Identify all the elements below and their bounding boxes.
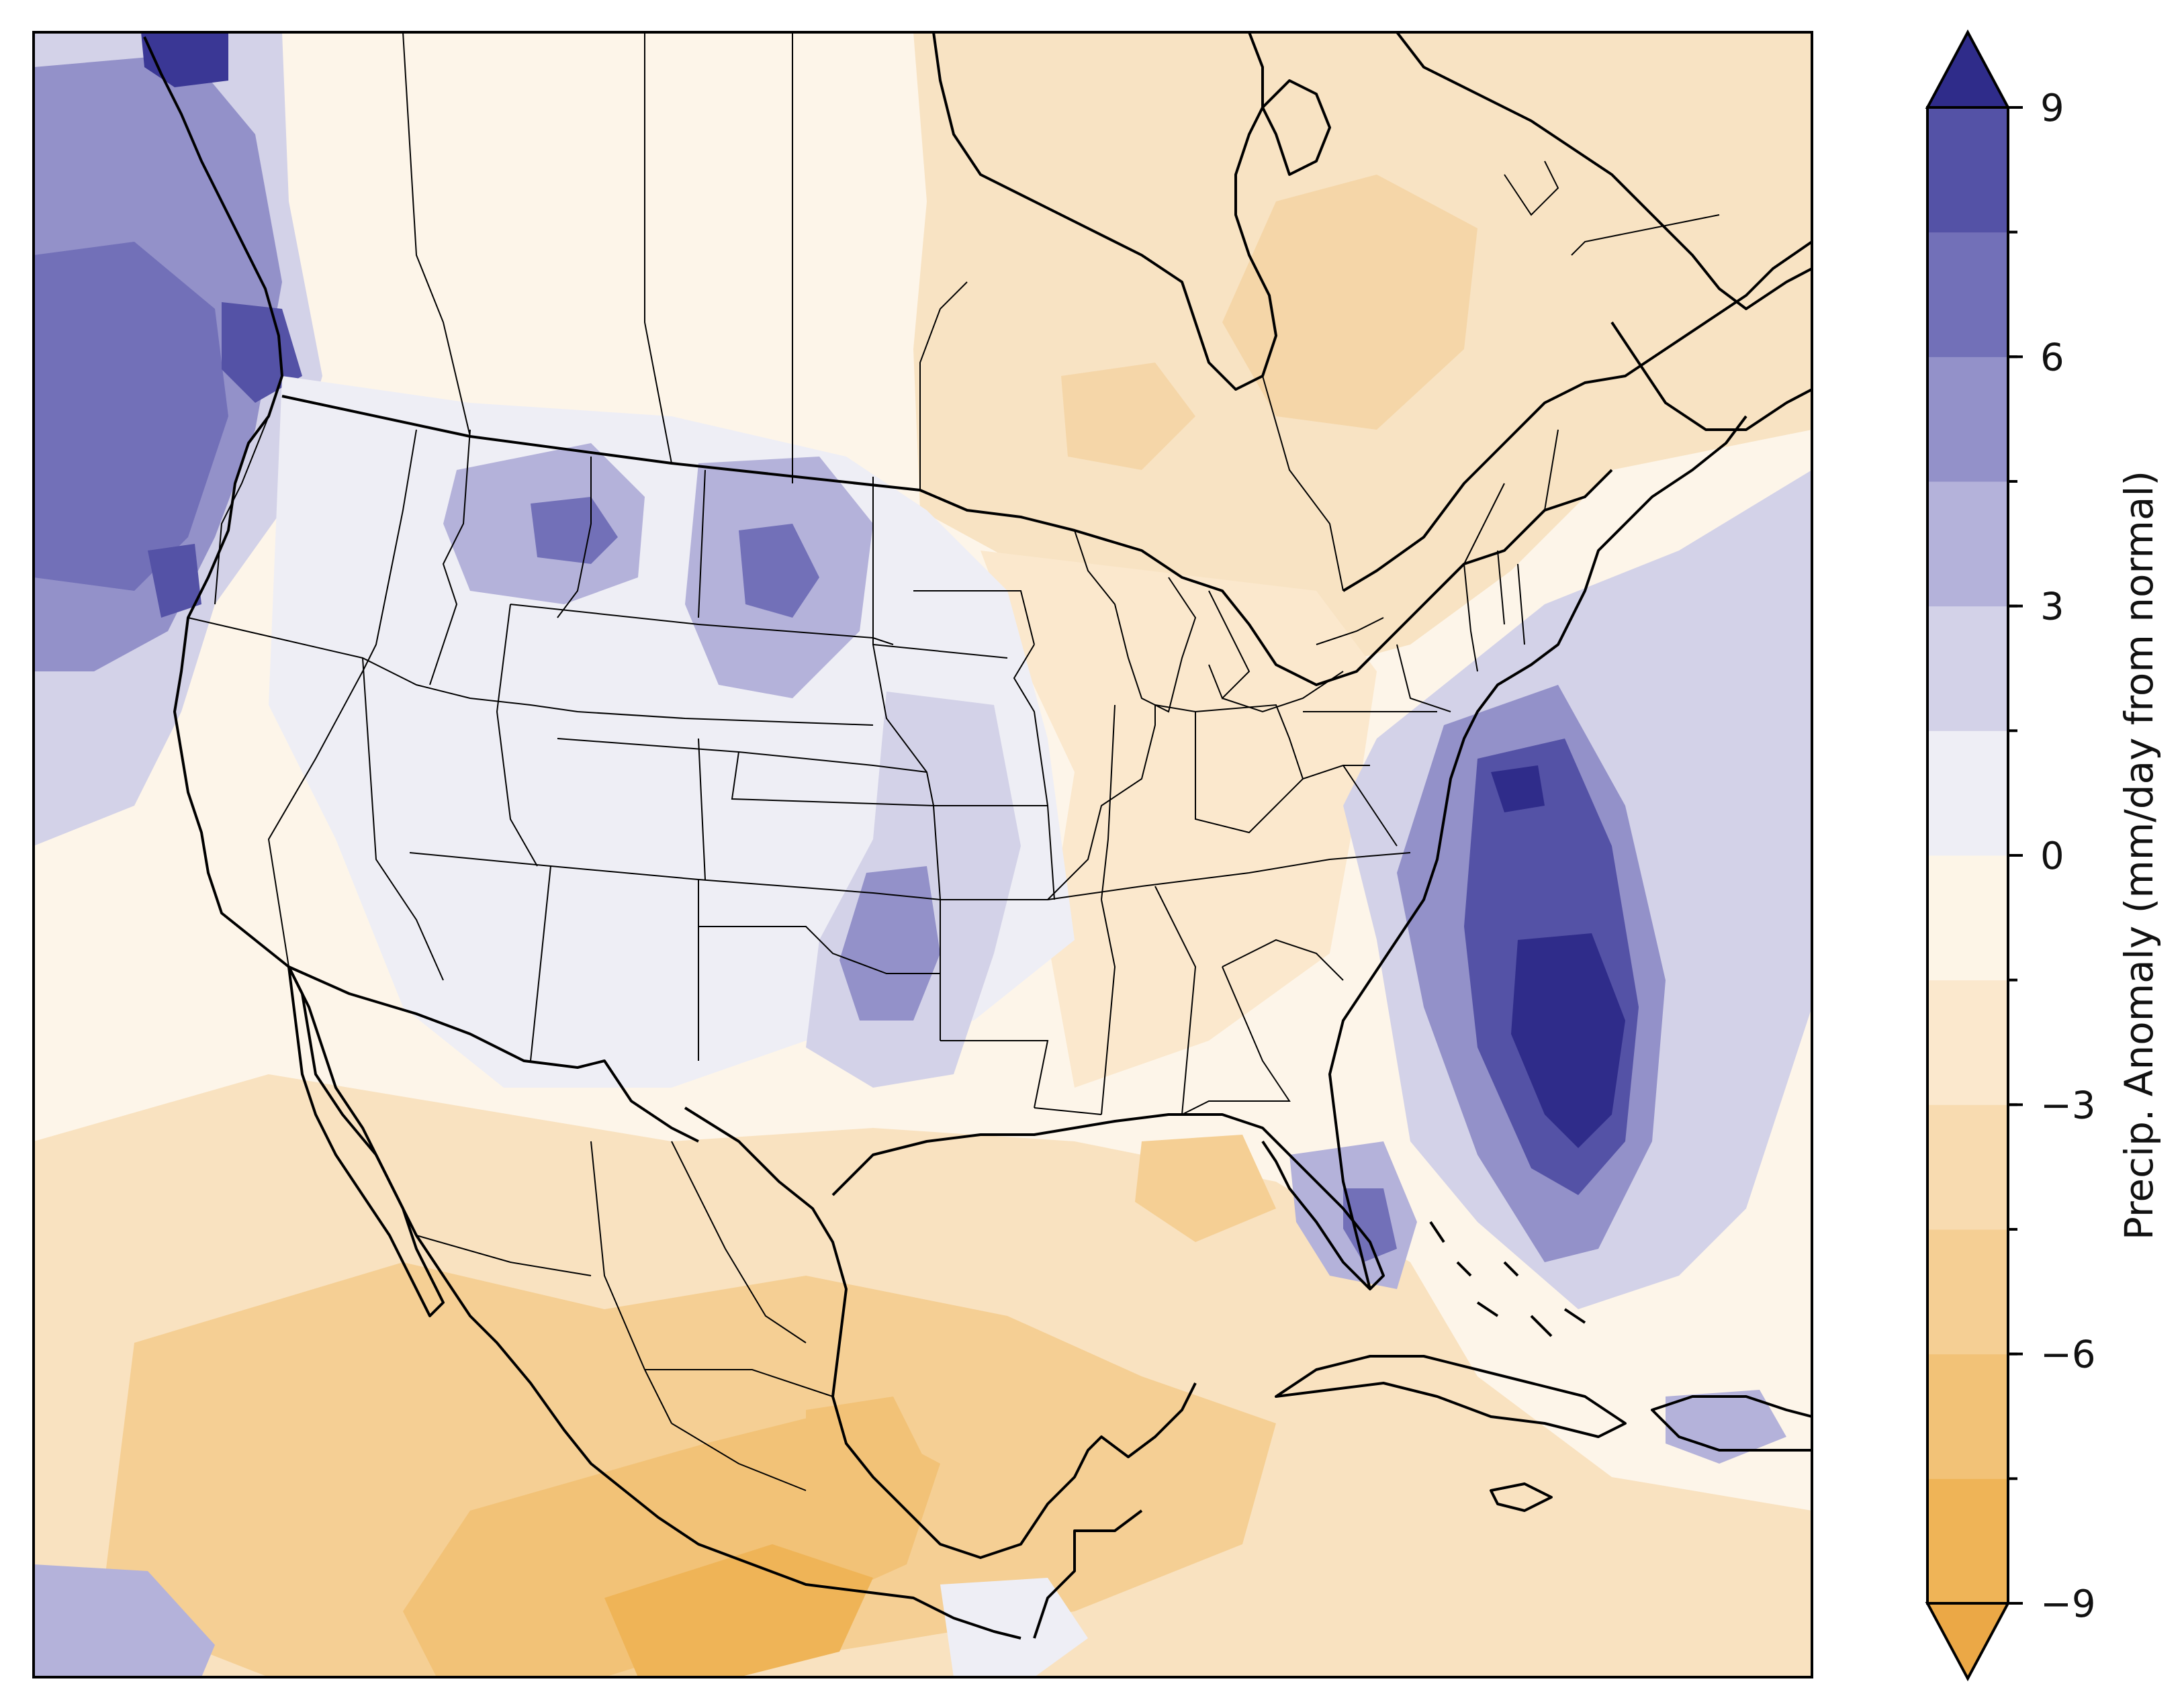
colorbar-segment [1927, 1354, 2008, 1479]
colorbar-tick-label: 3 [2040, 585, 2064, 629]
bc-coast-wet-core [141, 32, 228, 87]
colorbar-segment [1927, 980, 2008, 1105]
mexico-us-border [288, 965, 699, 1143]
gulf-coastline [684, 1106, 1197, 1559]
baja-coastline [287, 965, 445, 1317]
colorbar-segment [1927, 606, 2008, 731]
colorbar-segment [1927, 1478, 2008, 1604]
dry-anomaly-fields [34, 32, 1812, 1677]
colorbar-segment [1927, 1104, 2008, 1230]
map-frame [32, 31, 1813, 1678]
canada-us-border [281, 395, 1613, 686]
montana-wet-core [531, 497, 618, 564]
colorbar-tick-label: −9 [2040, 1582, 2096, 1626]
colorbar-segment [1927, 730, 2008, 856]
colorbar-tick-label: −6 [2040, 1333, 2096, 1377]
southern-plains-wet-core [839, 866, 940, 1021]
colorbar-extend-max-triangle [1925, 29, 2011, 109]
colorbar-segment [1927, 232, 2008, 357]
colorbar-segment [1927, 481, 2008, 607]
pacific-northwest-wet-core [34, 242, 228, 591]
colorbar-tick-label: 6 [2040, 336, 2064, 379]
colorbar-segment [1927, 107, 2008, 233]
southeast-us-dry-field [981, 551, 1377, 1088]
hispaniola-wet [1666, 1390, 1786, 1464]
colorbar-segment [1927, 1229, 2008, 1355]
state-boundaries [187, 32, 1720, 1491]
colorbar-title: Precip. Anomaly (mm/day from normal) [2116, 471, 2162, 1240]
colorbar-extend-min-triangle [1925, 1602, 2011, 1682]
colorbar-segment [1927, 357, 2008, 482]
north-dakota-wet-core [739, 524, 819, 618]
atlantic-coast-wet-core [1511, 933, 1625, 1148]
eastern-canada-dry-core [1222, 175, 1477, 430]
colorbar-tick-label: −3 [2040, 1084, 2096, 1127]
colorbar-segments [1927, 107, 2008, 1604]
colorbar-tick-label: 0 [2040, 835, 2064, 878]
anomaly-map [34, 32, 1812, 1677]
colorbar-tick-label: 9 [2040, 87, 2064, 130]
cuba-coastline [1275, 1355, 1627, 1438]
east-coastline [1328, 415, 1747, 1290]
colorbar-ticks: 9 6 3 0 −3 −6 −9 [2008, 87, 2096, 1626]
hudson-bay-coastline [932, 32, 1277, 391]
mexico-dry-core [604, 1544, 873, 1677]
colorbar: 9 6 3 0 −3 −6 −9 Precip. Anomaly (mm/day from … [1925, 29, 2162, 1682]
colorbar-segment [1927, 855, 2008, 981]
florida-wet-core [1343, 1188, 1397, 1262]
